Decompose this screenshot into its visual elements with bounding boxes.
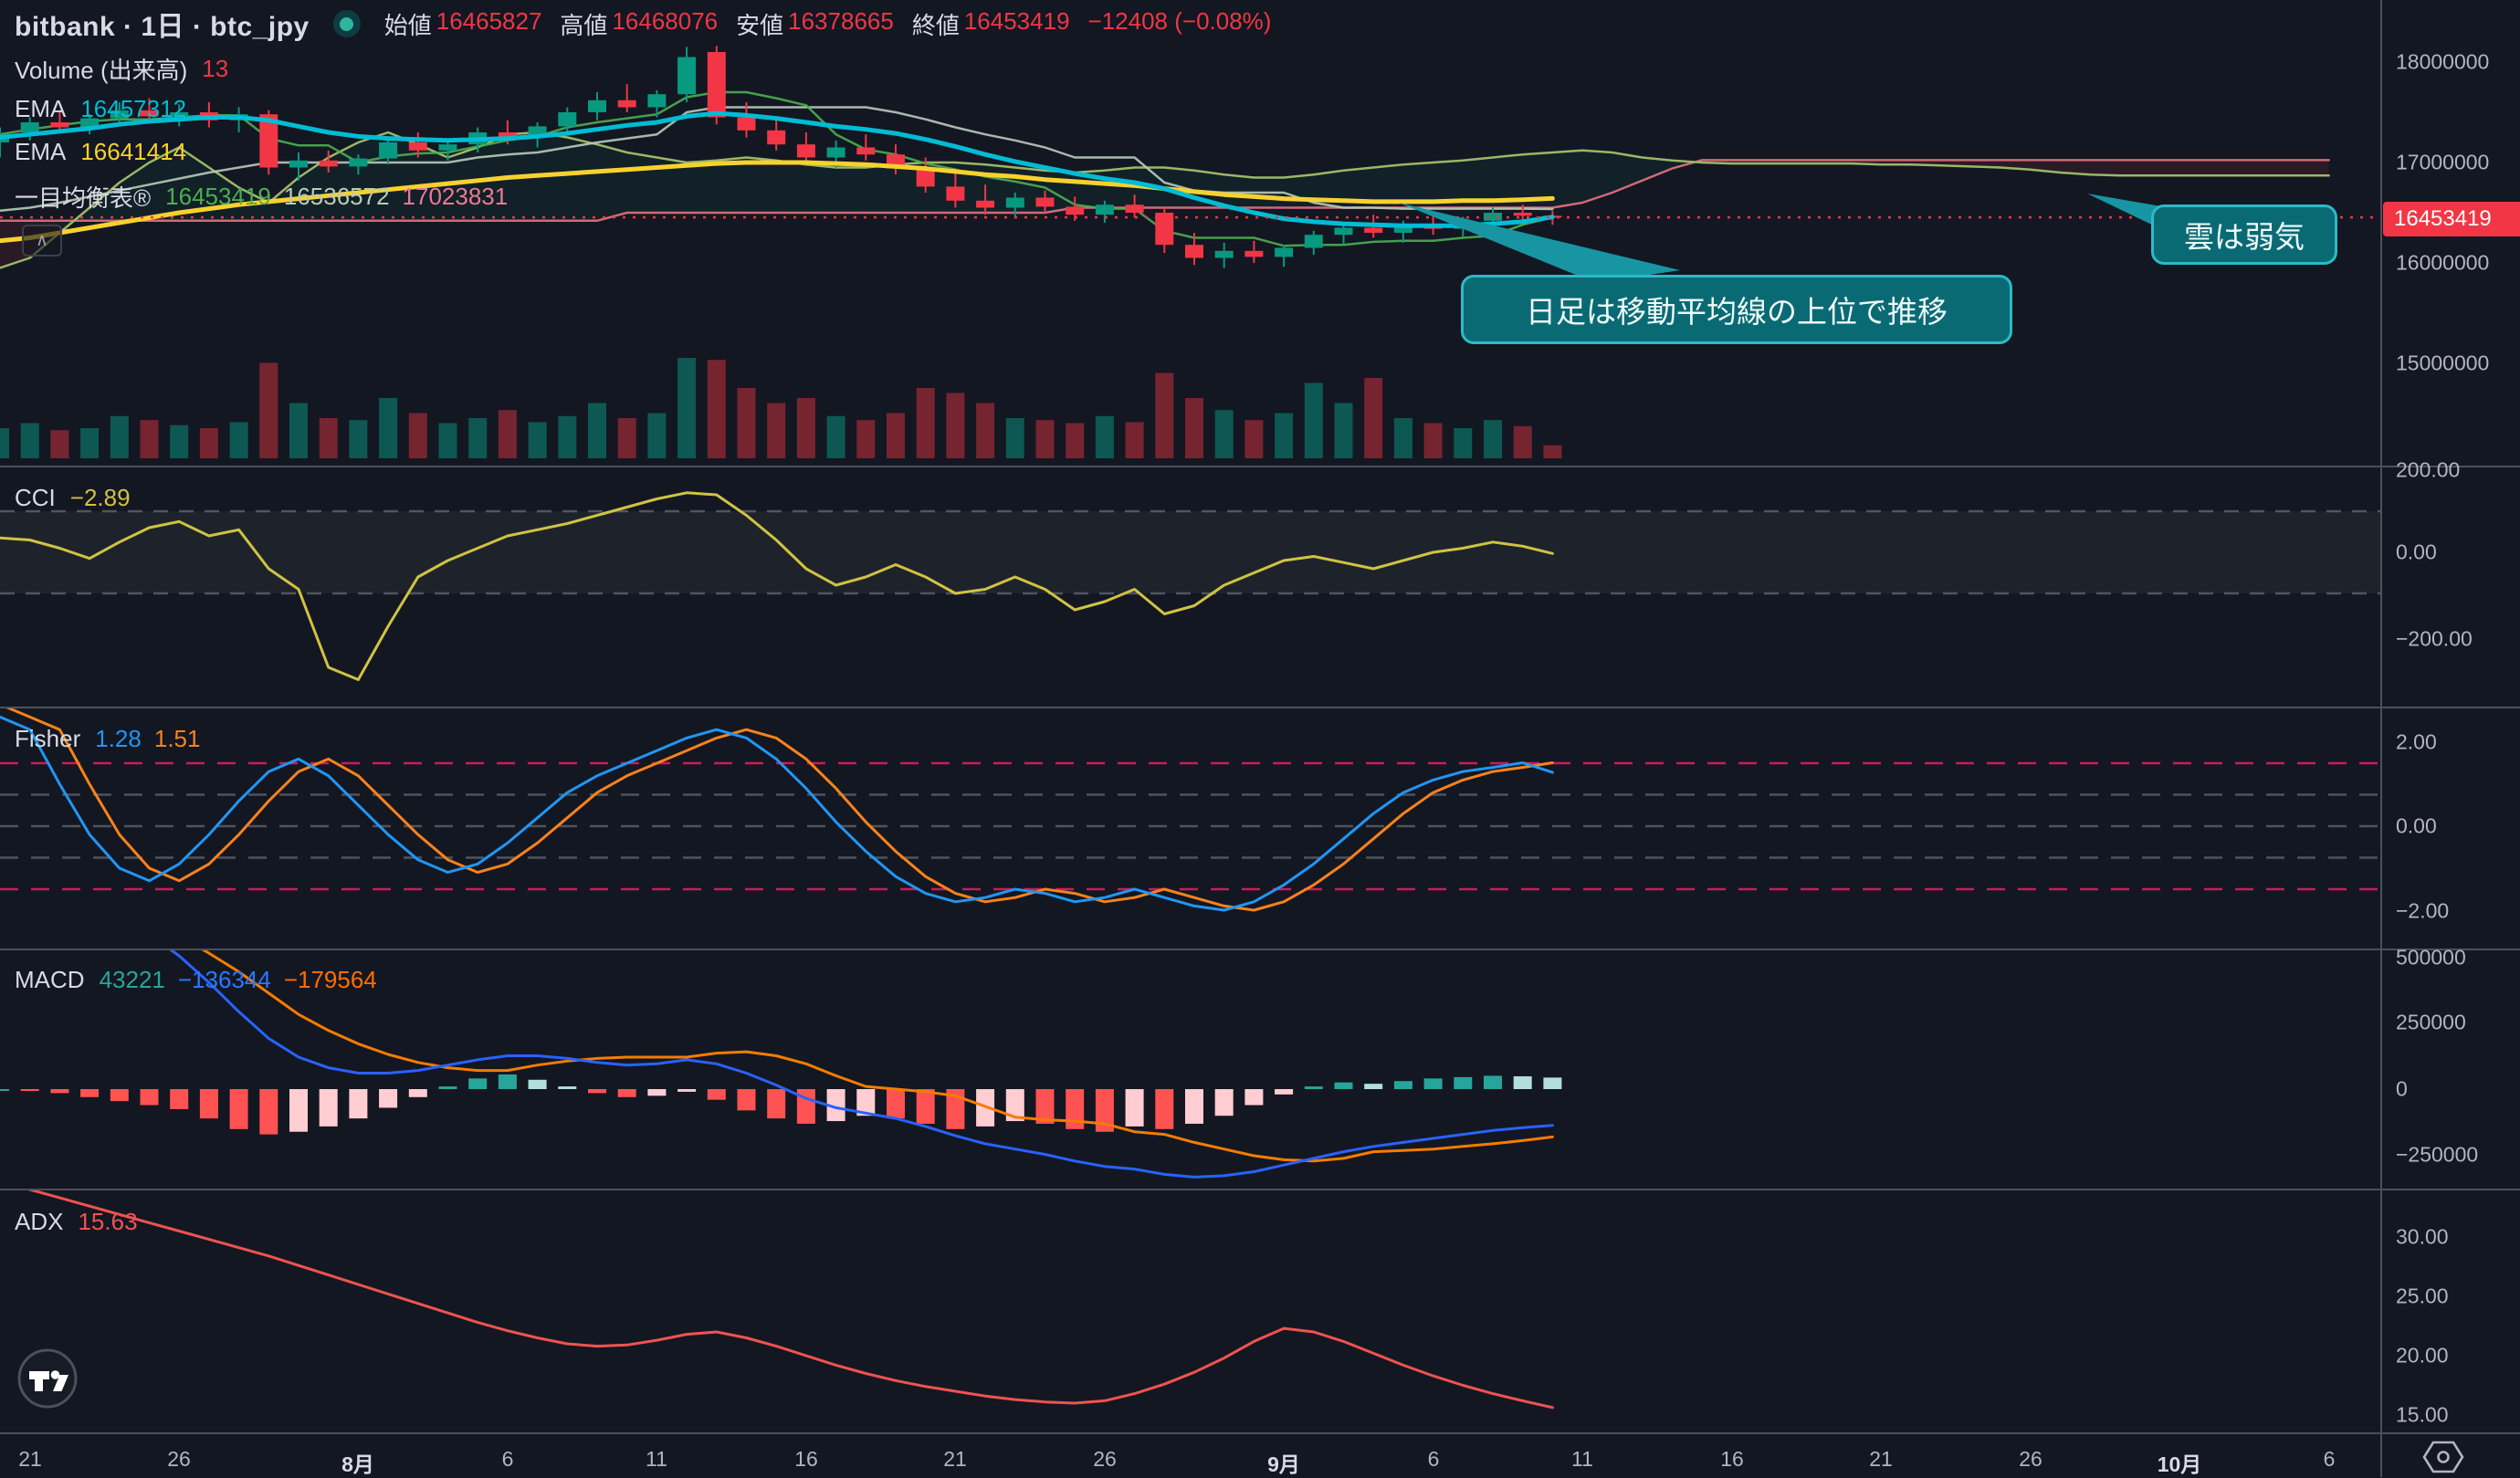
annotation-ma-callout[interactable]: 日足は移動平均線の上位で推移 (1461, 275, 2012, 344)
open-readout: 始値 16465827 (383, 6, 542, 39)
time-scale-label: 6 (1427, 1447, 1440, 1471)
price-scale-label: 200.00 (2396, 457, 2461, 482)
price-scale-label: 30.00 (2396, 1224, 2449, 1249)
exchange-logo-icon (332, 10, 361, 37)
annotation-cloud-callout[interactable]: 雲は弱気 (2151, 204, 2337, 265)
price-scale-label: 0 (2396, 1076, 2408, 1101)
ema-fast-legend[interactable]: EMA 16457312 (15, 95, 187, 122)
price-scale-label: 500000 (2396, 945, 2466, 970)
price-scale-label: 25.00 (2396, 1284, 2449, 1308)
price-scale-label: −200.00 (2396, 626, 2473, 651)
scale-settings-gear-icon[interactable] (2420, 1439, 2467, 1475)
price-scale-label: 2.00 (2396, 729, 2437, 754)
price-scale-label: 0.00 (2396, 813, 2437, 838)
last-price-tag: 16453419 (2383, 202, 2520, 236)
time-scale-label: 26 (167, 1447, 191, 1471)
time-scale-label: 16 (1720, 1447, 1744, 1471)
ema-slow-legend[interactable]: EMA 16641414 (15, 138, 187, 165)
ichimoku-legend[interactable]: 一目均衡表® 16453419 16536572 17023831 (15, 183, 509, 212)
price-scale-label: 20.00 (2396, 1343, 2449, 1368)
price-scale-label: 0.00 (2396, 540, 2437, 564)
panel-collapse-button[interactable]: ∧ (22, 225, 62, 257)
chevron-up-icon: ∧ (36, 231, 48, 250)
cci-legend[interactable]: CCI −2.89 (15, 484, 131, 511)
panel-fisher[interactable] (0, 705, 2381, 912)
price-scale-label: −2.00 (2396, 898, 2450, 923)
time-scale-label: 21 (1869, 1447, 1893, 1471)
time-scale-label: 26 (1093, 1447, 1117, 1471)
volume-legend[interactable]: Volume (出来高) 13 (15, 55, 229, 84)
price-scale-label: 18000000 (2396, 49, 2490, 74)
time-scale-label: 16 (794, 1447, 818, 1471)
time-scale-label: 6 (501, 1447, 514, 1471)
change-readout: −12408 (−0.08%) (1087, 6, 1272, 35)
price-scale-label: 15000000 (2396, 351, 2490, 375)
high-readout: 高値 16468076 (560, 6, 719, 39)
time-scale-label: 26 (2019, 1447, 2042, 1471)
panel-price[interactable] (0, 46, 2330, 458)
panel-adx[interactable] (0, 1181, 1554, 1410)
time-scale-label: 11 (646, 1447, 667, 1471)
low-readout: 安値 16378665 (736, 6, 894, 39)
panel-cci[interactable] (0, 491, 2381, 681)
time-scale-label: 21 (18, 1447, 42, 1471)
price-scale-label: −250000 (2396, 1142, 2479, 1167)
adx-legend[interactable]: ADX 15.63 (15, 1208, 138, 1235)
close-readout: 終値 16453419 (911, 6, 1070, 39)
tradingview-logo-icon[interactable] (16, 1347, 79, 1410)
price-scale-label: 15.00 (2396, 1402, 2449, 1427)
time-scale-label: 10月 (2157, 1452, 2202, 1476)
symbol-title[interactable]: bitbank · 1日 · btc_jpy (15, 12, 310, 42)
price-scale-label: 17000000 (2396, 150, 2490, 174)
time-scale-label: 11 (1571, 1447, 1593, 1471)
panel-macd[interactable] (0, 825, 1562, 1179)
price-scale-label: 16000000 (2396, 250, 2490, 275)
time-scale-label: 8月 (341, 1452, 374, 1476)
time-scale-label: 21 (943, 1447, 967, 1471)
header-row: bitbank · 1日 · btc_jpy 始値 16465827 高値 1646… (15, 4, 1271, 44)
macd-legend[interactable]: MACD 43221 −136344 −179564 (15, 966, 377, 993)
fisher-legend[interactable]: Fisher 1.28 1.51 (15, 725, 201, 752)
ohlc-readout: 始値 16465827 高値 16468076 安値 16378665 終値 16453… (384, 7, 1272, 41)
time-scale-label: 9月 (1267, 1452, 1300, 1476)
time-scale-label: 6 (2323, 1447, 2336, 1471)
price-scale-label: 250000 (2396, 1010, 2466, 1034)
